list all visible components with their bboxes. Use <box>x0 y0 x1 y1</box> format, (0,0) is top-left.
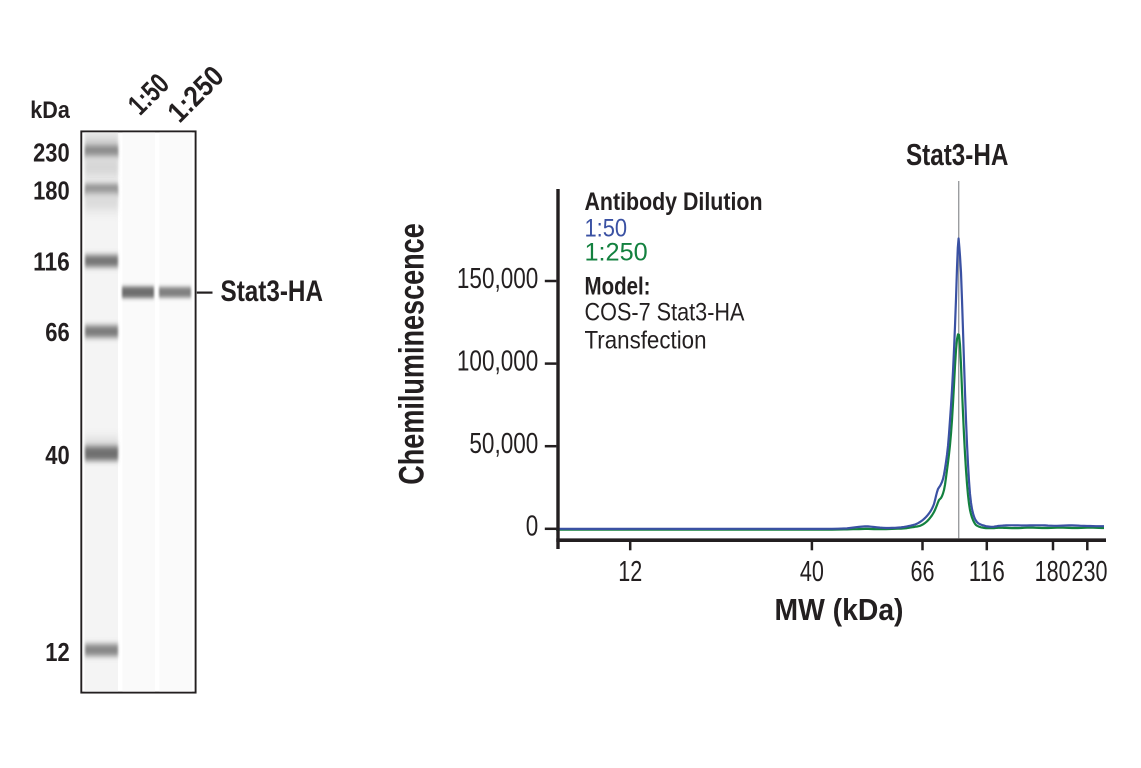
svg-text:66: 66 <box>911 556 935 588</box>
svg-text:180: 180 <box>1035 556 1071 588</box>
svg-text:MW (kDa): MW (kDa) <box>775 592 904 627</box>
svg-text:116: 116 <box>33 247 70 277</box>
svg-text:Chemiluminescence: Chemiluminescence <box>393 223 432 485</box>
svg-text:Stat3-HA: Stat3-HA <box>221 275 324 308</box>
svg-text:150,000: 150,000 <box>457 263 538 295</box>
svg-text:116: 116 <box>969 556 1005 588</box>
svg-text:1:250: 1:250 <box>585 238 648 266</box>
svg-text:kDa: kDa <box>30 97 70 124</box>
svg-text:66: 66 <box>45 317 69 347</box>
svg-text:12: 12 <box>45 637 69 667</box>
svg-text:1:250: 1:250 <box>162 60 231 129</box>
svg-text:Transfection: Transfection <box>585 327 707 355</box>
svg-text:40: 40 <box>800 556 824 588</box>
svg-text:230: 230 <box>33 137 70 167</box>
svg-text:1:50: 1:50 <box>585 214 628 242</box>
svg-text:Antibody Dilution: Antibody Dilution <box>585 188 763 216</box>
svg-text:0: 0 <box>526 511 539 543</box>
svg-text:COS-7 Stat3-HA: COS-7 Stat3-HA <box>585 299 745 327</box>
svg-text:180: 180 <box>33 175 70 205</box>
svg-text:Stat3-HA: Stat3-HA <box>906 137 1009 172</box>
svg-text:100,000: 100,000 <box>457 345 538 377</box>
svg-text:12: 12 <box>618 556 642 588</box>
svg-text:50,000: 50,000 <box>469 428 538 460</box>
svg-text:Model:: Model: <box>585 273 651 301</box>
svg-text:230: 230 <box>1072 556 1108 588</box>
svg-text:40: 40 <box>45 440 69 470</box>
